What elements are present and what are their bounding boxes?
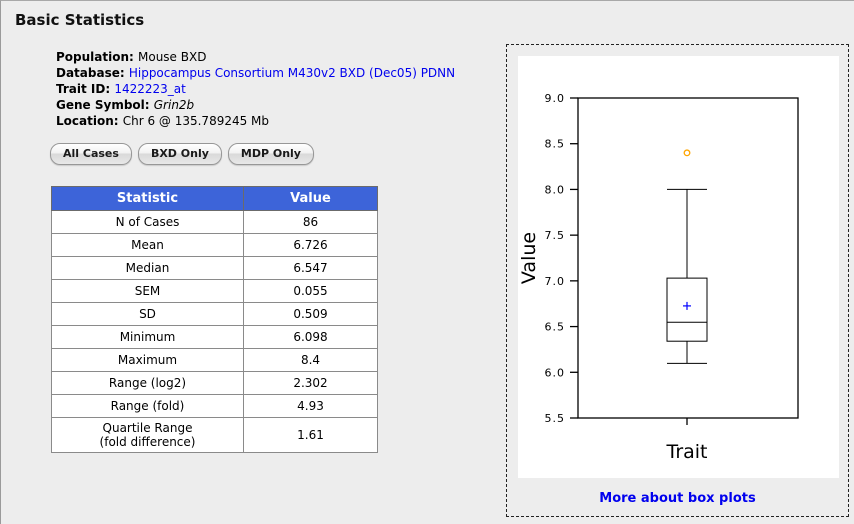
y-tick-label: 7.5 xyxy=(545,229,566,242)
mdp-only-button[interactable]: MDP Only xyxy=(227,143,314,165)
page-title: Basic Statistics xyxy=(15,11,145,29)
statistic-cell: Quartile Range (fold difference) xyxy=(51,417,244,453)
value-cell: 1.61 xyxy=(243,417,378,453)
statistic-cell: Range (fold) xyxy=(51,394,244,418)
value-cell: 6.098 xyxy=(243,325,378,349)
table-row: Mean 6.726 xyxy=(51,233,378,257)
info-value-trait-id-link[interactable]: 1422223_at xyxy=(114,82,186,96)
statistic-cell: N of Cases xyxy=(51,210,244,234)
table-row: Quartile Range (fold difference) 1.61 xyxy=(51,417,378,453)
plot-frame xyxy=(577,97,799,419)
table-row: Maximum 8.4 xyxy=(51,348,378,372)
statistic-cell: SEM xyxy=(51,279,244,303)
y-tick-label: 8.0 xyxy=(545,183,566,196)
y-tick-label: 6.0 xyxy=(545,366,566,379)
info-label-location: Location: xyxy=(56,114,123,128)
info-label-database: Database: xyxy=(56,66,129,80)
y-tick-label: 5.5 xyxy=(545,412,566,425)
statistic-cell: Mean xyxy=(51,233,244,257)
trait-info: Population: Mouse BXD Database: Hippocamp… xyxy=(56,49,455,129)
info-label-population: Population: xyxy=(56,50,138,64)
table-header-row: Statistic Value xyxy=(51,186,378,211)
info-label-trait-id: Trait ID: xyxy=(56,82,115,96)
x-axis-label: Trait xyxy=(666,441,708,463)
statistic-cell: SD xyxy=(51,302,244,326)
y-axis-label: Value xyxy=(518,232,540,284)
value-cell: 0.055 xyxy=(243,279,378,303)
info-value-population: Mouse BXD xyxy=(138,50,207,64)
box-plot-panel: 5.5 6.0 6.5 7.0 7.5 8.0 8.5 9.0 Trait Value More … xyxy=(506,44,849,517)
table-row: Range (log2) 2.302 xyxy=(51,371,378,395)
value-cell: 2.302 xyxy=(243,371,378,395)
info-row-gene-symbol: Gene Symbol: Grin2b xyxy=(56,97,455,113)
statistic-cell: Range (log2) xyxy=(51,371,244,395)
info-row-population: Population: Mouse BXD xyxy=(56,49,455,65)
statistics-table: Statistic Value N of Cases 86 Mean 6.726 Medi… xyxy=(51,186,378,453)
column-header-statistic: Statistic xyxy=(51,186,244,211)
case-filter-buttons: All Cases BXD Only MDP Only xyxy=(50,143,314,165)
value-cell: 6.547 xyxy=(243,256,378,280)
table-row: SD 0.509 xyxy=(51,302,378,326)
table-row: Range (fold) 4.93 xyxy=(51,394,378,418)
value-cell: 4.93 xyxy=(243,394,378,418)
y-tick-label: 7.0 xyxy=(545,275,566,288)
statistic-cell: Median xyxy=(51,256,244,280)
info-value-database-link[interactable]: Hippocampus Consortium M430v2 BXD (Dec05… xyxy=(128,66,456,80)
outlier-point xyxy=(683,149,691,157)
info-value-gene-symbol: Grin2b xyxy=(153,98,195,112)
info-row-location: Location: Chr 6 @ 135.789245 Mb xyxy=(56,113,455,129)
info-row-database: Database: Hippocampus Consortium M430v2 … xyxy=(56,65,455,81)
info-row-trait-id: Trait ID: 1422223_at xyxy=(56,81,455,97)
value-cell: 0.509 xyxy=(243,302,378,326)
column-header-value: Value xyxy=(243,186,378,211)
box-plot: 5.5 6.0 6.5 7.0 7.5 8.0 8.5 9.0 Trait Value xyxy=(518,92,799,463)
info-label-gene-symbol: Gene Symbol: xyxy=(56,98,154,112)
y-tick-label: 6.5 xyxy=(545,321,566,334)
box-plot-chart-area: 5.5 6.0 6.5 7.0 7.5 8.0 8.5 9.0 Trait Value xyxy=(518,56,839,478)
table-row: Median 6.547 xyxy=(51,256,378,280)
table-row: SEM 0.055 xyxy=(51,279,378,303)
more-about-box-plots-link[interactable]: More about box plots xyxy=(599,491,756,506)
info-value-location: Chr 6 @ 135.789245 Mb xyxy=(122,114,270,128)
value-cell: 8.4 xyxy=(243,348,378,372)
value-cell: 86 xyxy=(243,210,378,234)
statistic-cell: Maximum xyxy=(51,348,244,372)
y-tick-label: 9.0 xyxy=(545,92,566,105)
stats-table-body: N of Cases 86 Mean 6.726 Median 6.547 SEM 0.055… xyxy=(51,210,378,453)
statistic-cell: Minimum xyxy=(51,325,244,349)
value-cell: 6.726 xyxy=(243,233,378,257)
stats-table-head: Statistic Value xyxy=(51,186,378,211)
table-row: N of Cases 86 xyxy=(51,210,378,234)
bxd-only-button[interactable]: BXD Only xyxy=(137,143,222,165)
all-cases-button[interactable]: All Cases xyxy=(50,143,132,165)
y-tick-label: 8.5 xyxy=(545,138,566,151)
table-row: Minimum 6.098 xyxy=(51,325,378,349)
